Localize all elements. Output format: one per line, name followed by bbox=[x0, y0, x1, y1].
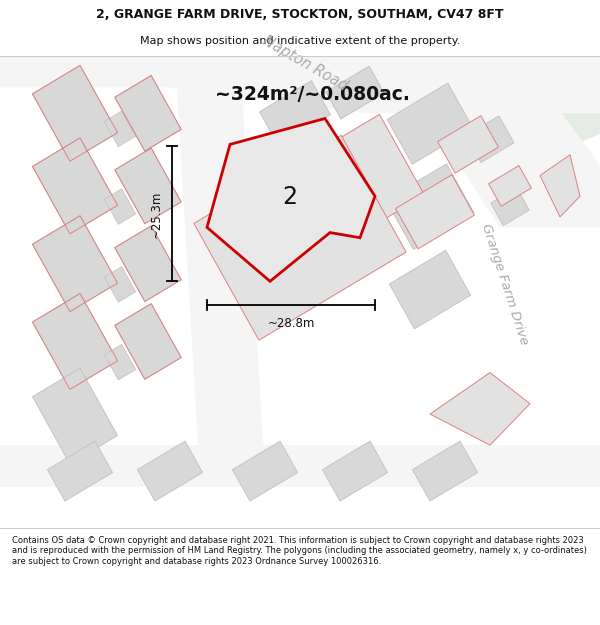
Text: ~324m²/~0.080ac.: ~324m²/~0.080ac. bbox=[215, 85, 410, 104]
Polygon shape bbox=[260, 81, 331, 146]
Polygon shape bbox=[115, 304, 181, 379]
Polygon shape bbox=[386, 164, 474, 249]
Polygon shape bbox=[0, 56, 600, 113]
Polygon shape bbox=[32, 138, 118, 234]
Polygon shape bbox=[275, 114, 424, 258]
Text: Map shows position and indicative extent of the property.: Map shows position and indicative extent… bbox=[140, 36, 460, 46]
Polygon shape bbox=[412, 441, 478, 501]
Text: Contains OS data © Crown copyright and database right 2021. This information is : Contains OS data © Crown copyright and d… bbox=[12, 536, 587, 566]
Polygon shape bbox=[232, 441, 298, 501]
Polygon shape bbox=[387, 83, 473, 164]
Polygon shape bbox=[104, 189, 136, 224]
Polygon shape bbox=[466, 116, 514, 162]
Polygon shape bbox=[470, 56, 600, 155]
Polygon shape bbox=[207, 119, 375, 281]
Polygon shape bbox=[104, 344, 136, 380]
Polygon shape bbox=[104, 111, 136, 147]
Polygon shape bbox=[322, 441, 388, 501]
Polygon shape bbox=[194, 135, 406, 340]
Polygon shape bbox=[326, 66, 384, 119]
Polygon shape bbox=[395, 175, 475, 249]
Polygon shape bbox=[32, 66, 118, 161]
Polygon shape bbox=[32, 294, 118, 389]
Polygon shape bbox=[32, 368, 118, 464]
Text: 2, GRANGE FARM DRIVE, STOCKTON, SOUTHAM, CV47 8FT: 2, GRANGE FARM DRIVE, STOCKTON, SOUTHAM,… bbox=[96, 8, 504, 21]
Polygon shape bbox=[0, 445, 600, 487]
Polygon shape bbox=[488, 166, 532, 206]
Polygon shape bbox=[437, 116, 499, 173]
Polygon shape bbox=[47, 441, 113, 501]
Polygon shape bbox=[115, 226, 181, 301]
Polygon shape bbox=[395, 56, 600, 228]
Text: Grange Farm Drive: Grange Farm Drive bbox=[479, 222, 531, 347]
Polygon shape bbox=[137, 441, 203, 501]
Text: ~28.8m: ~28.8m bbox=[268, 316, 314, 329]
Polygon shape bbox=[540, 155, 580, 217]
Polygon shape bbox=[104, 267, 136, 302]
Polygon shape bbox=[175, 56, 265, 476]
Polygon shape bbox=[115, 76, 181, 151]
Polygon shape bbox=[32, 216, 118, 312]
Text: ~25.3m: ~25.3m bbox=[150, 190, 163, 238]
Text: 2: 2 bbox=[282, 185, 297, 209]
Polygon shape bbox=[115, 148, 181, 224]
Polygon shape bbox=[389, 250, 470, 329]
Polygon shape bbox=[491, 188, 529, 226]
Text: Napton Road: Napton Road bbox=[260, 33, 350, 94]
Polygon shape bbox=[430, 372, 530, 445]
